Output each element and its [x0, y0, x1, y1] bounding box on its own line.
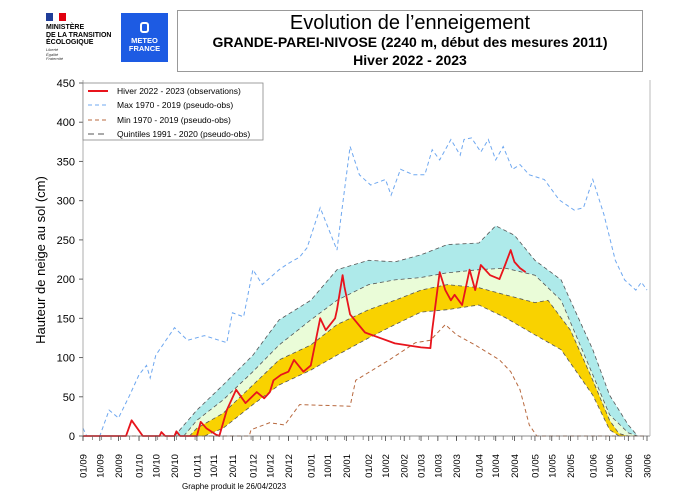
x-tick-label: 01/01 [306, 454, 317, 478]
band-q60-q80 [83, 225, 647, 436]
x-tick-label: 01/10 [135, 454, 146, 478]
legend-label: Hiver 2022 - 2023 (observations) [117, 86, 241, 96]
ministry-line: MINISTÈRE [46, 24, 85, 31]
x-tick-label: 20/05 [566, 454, 577, 478]
x-tick-label: 20/03 [452, 454, 463, 478]
chart-subtitle: GRANDE-PAREI-NIVOSE (2240 m, début des m… [212, 34, 608, 50]
x-tick-label: 10/02 [381, 454, 392, 478]
y-tick-label: 0 [69, 431, 75, 443]
x-tick-label: 20/06 [624, 454, 635, 478]
x-tick-label: 10/03 [433, 454, 444, 478]
meteo-logo-line: METEO [131, 36, 158, 45]
x-tick-label: 20/11 [228, 454, 239, 477]
observations-line [83, 249, 527, 437]
x-tick-label: 20/09 [114, 454, 125, 478]
ministry-line: DE LA TRANSITION [46, 31, 112, 39]
chart-title: Evolution de l’enneigement [289, 12, 531, 34]
x-tick-label: 20/02 [400, 454, 411, 478]
x-tick-label: 10/11 [209, 454, 220, 477]
band-q40-q60 [83, 268, 647, 436]
quintile-line-q60 [183, 267, 638, 437]
ministry-line: ÉCOLOGIQUE [46, 39, 94, 46]
x-tick-label: 01/09 [79, 454, 90, 478]
meteo-france-logo: METEO FRANCE [121, 13, 168, 62]
ministry-logo: MINISTÈRE DE LA TRANSITION ÉCOLOGIQUE Li… [46, 13, 118, 68]
footer-produced: Graphe produit le 26/04/2023 [182, 482, 287, 491]
y-tick-label: 250 [57, 235, 75, 247]
meteo-france-emblem-icon [140, 22, 149, 33]
y-axis-label: Hauteur de neige au sol (cm) [33, 176, 48, 344]
motto-line: Liberté [46, 47, 59, 52]
motto-line: Égalité [46, 51, 59, 57]
meteo-logo-line: FRANCE [128, 44, 161, 53]
x-tick-label: 01/12 [248, 454, 259, 478]
chart-season: Hiver 2022 - 2023 [353, 52, 467, 68]
band-q20-q40 [83, 284, 647, 436]
y-tick-label: 100 [57, 353, 75, 365]
y-tick-label: 300 [57, 196, 75, 208]
x-tick-label: 01/05 [530, 454, 541, 478]
x-tick-label: 20/12 [284, 454, 295, 478]
x-tick-label: 10/12 [265, 454, 276, 478]
max-line [82, 137, 648, 437]
x-tick-label: 01/03 [417, 454, 428, 478]
x-tick-label: 10/06 [605, 454, 616, 478]
x-tick-label: 30/06 [643, 454, 654, 478]
x-tick-label: 10/10 [151, 454, 162, 478]
x-tick-label: 20/04 [510, 454, 521, 478]
x-tick-label: 10/05 [547, 454, 558, 478]
y-tick-label: 400 [57, 117, 75, 129]
motto-line: Fraternité [46, 56, 64, 61]
x-tick-label: 10/01 [323, 454, 334, 478]
y-tick-label: 200 [57, 274, 75, 286]
x-tick-label: 20/01 [342, 454, 353, 478]
y-tick-label: 350 [57, 156, 75, 168]
y-tick-label: 50 [63, 392, 75, 404]
x-tick-label: 20/10 [170, 454, 181, 478]
y-tick-label: 150 [57, 313, 75, 325]
x-tick-label: 10/04 [491, 454, 502, 478]
quintile-line-q80 [174, 225, 639, 437]
x-tick-label: 01/02 [364, 454, 375, 478]
x-tick-label: 01/11 [192, 454, 203, 477]
quintile-line-q40 [189, 284, 629, 437]
x-tick-label: 10/09 [95, 454, 106, 478]
y-tick-label: 450 [57, 78, 75, 90]
legend-label: Max 1970 - 2019 (pseudo-obs) [117, 100, 233, 110]
min-line [83, 323, 647, 437]
title-box: Evolution de l’enneigement GRANDE-PAREI-… [177, 10, 643, 72]
x-tick-label: 01/06 [588, 454, 599, 478]
legend: Hiver 2022 - 2023 (observations) Max 197… [82, 82, 264, 141]
legend-label: Quintiles 1991 - 2020 (pseudo-obs) [117, 129, 250, 139]
french-flag-icon [46, 13, 66, 21]
legend-label: Min 1970 - 2019 (pseudo-obs) [117, 115, 231, 125]
x-tick-label: 01/04 [474, 454, 485, 478]
